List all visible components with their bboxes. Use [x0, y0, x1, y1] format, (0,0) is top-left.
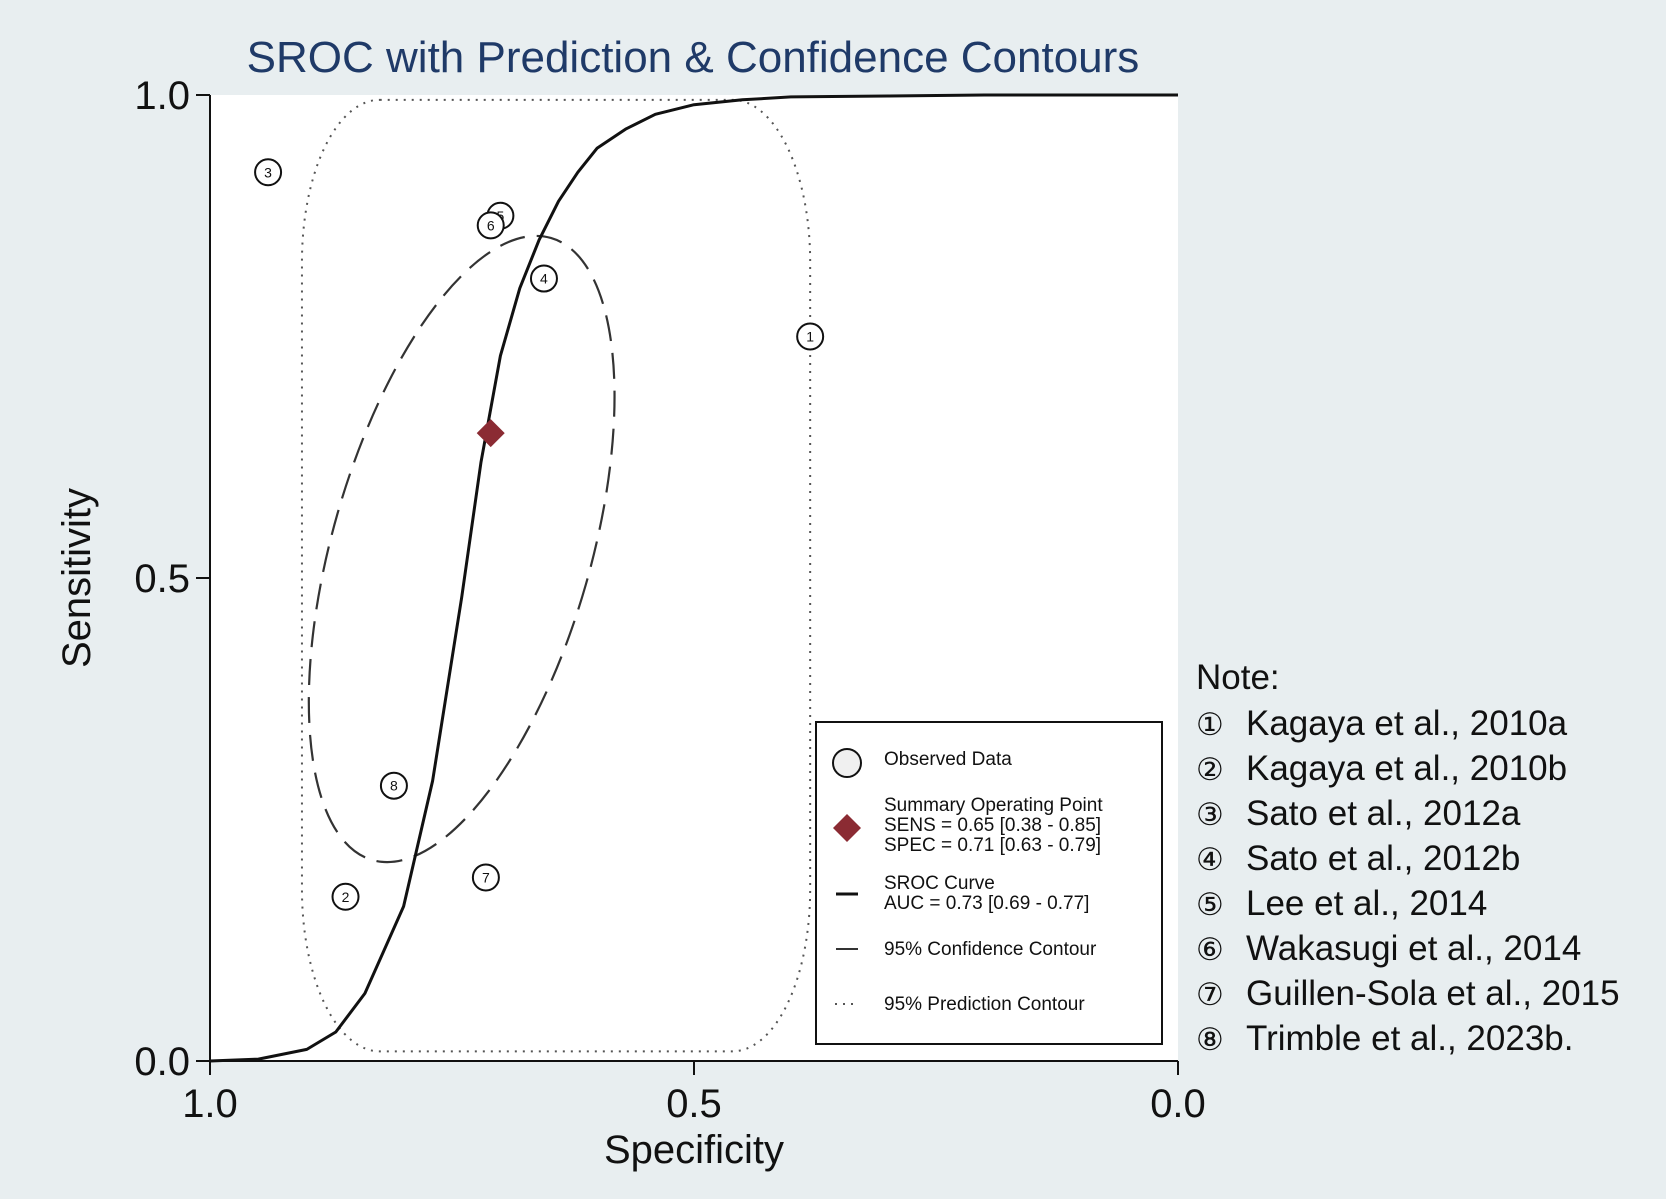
note-number: ②	[1196, 752, 1224, 788]
y-tick-label: 1.0	[134, 74, 190, 118]
prediction-contour	[300, 98, 812, 1053]
summary-operating-point	[476, 419, 505, 448]
legend-text: SPEC = 0.71 [0.63 - 0.79]	[884, 835, 1101, 856]
note-number: ⑤	[1196, 887, 1224, 923]
note-text: Sato et al., 2012a	[1246, 794, 1521, 833]
observed-point-label: 2	[342, 889, 350, 905]
note-item: ④ Sato et al., 2012b	[1196, 837, 1620, 882]
y-tick-label: 0.5	[134, 557, 190, 601]
note-number: ③	[1196, 797, 1224, 833]
note-number: ⑦	[1196, 977, 1224, 1013]
observed-point-label: 4	[540, 271, 548, 287]
x-axis-label: Specificity	[604, 1128, 784, 1172]
legend: Observed Data Summary Operating PointSENS…	[815, 721, 1163, 1045]
observed-point-4: 4	[529, 264, 558, 293]
observed-point-3: 3	[254, 158, 283, 187]
note-text: Kagaya et al., 2010a	[1246, 704, 1568, 743]
observed-point-6: 6	[476, 211, 505, 240]
y-axis-label: Sensitivity	[55, 488, 99, 668]
note-item: ⑤ Lee et al., 2014	[1196, 882, 1620, 927]
legend-text: Summary Operating Point	[884, 795, 1103, 816]
prediction-contour-line	[300, 98, 812, 1053]
sroc-curve-line	[209, 93, 1178, 1063]
y-tick-label: 0.0	[134, 1040, 190, 1084]
legend-text: AUC = 0.73 [0.69 - 0.77]	[884, 893, 1089, 914]
axis-ticks: 1.0 0.5 0.0 0.0 0.5 1.0	[134, 74, 1205, 1126]
sroc-curve	[209, 93, 1178, 1063]
note-text: Guillen-Sola et al., 2015	[1246, 974, 1620, 1013]
study-note: Note: ① Kagaya et al., 2010a ② Kagaya et al…	[1196, 658, 1620, 1062]
note-item: ⑥ Wakasugi et al., 2014	[1196, 927, 1620, 972]
note-item: ① Kagaya et al., 2010a	[1196, 702, 1620, 747]
note-item: ⑧ Trimble et al., 2023b.	[1196, 1017, 1620, 1062]
x-tick-label: 0.5	[666, 1082, 722, 1126]
note-item: ③ Sato et al., 2012a	[1196, 792, 1620, 837]
legend-summary-icon	[833, 814, 861, 842]
observed-point-8: 8	[379, 771, 408, 800]
legend-observed-icon	[832, 748, 862, 778]
observed-point-label: 7	[482, 869, 490, 885]
confidence-contour-line	[307, 234, 616, 864]
observed-point-label: 1	[806, 329, 814, 345]
note-item: ② Kagaya et al., 2010b	[1196, 747, 1620, 792]
chart-title: SROC with Prediction & Confidence Contou…	[247, 33, 1140, 82]
legend-text: SROC Curve	[884, 873, 995, 894]
note-title: Note:	[1196, 658, 1280, 697]
note-text: Wakasugi et al., 2014	[1246, 929, 1582, 968]
legend-text: Observed Data	[884, 749, 1012, 770]
note-number: ①	[1196, 707, 1224, 743]
note-text: Kagaya et al., 2010b	[1246, 749, 1568, 788]
observed-point-1: 1	[796, 322, 825, 351]
summary-point	[476, 419, 505, 448]
note-text: Sato et al., 2012b	[1246, 839, 1521, 878]
legend-box	[815, 721, 1163, 1045]
observed-points: 12345678	[254, 158, 825, 911]
note-text: Trimble et al., 2023b.	[1246, 1019, 1574, 1058]
note-number: ⑥	[1196, 932, 1224, 968]
observed-point-label: 8	[390, 778, 398, 794]
x-tick-label: 1.0	[182, 1082, 238, 1126]
observed-point-7: 7	[471, 863, 500, 892]
confidence-contour	[307, 234, 616, 864]
note-list: ① Kagaya et al., 2010a ② Kagaya et al., 201…	[1196, 702, 1620, 1062]
note-item: ⑦ Guillen-Sola et al., 2015	[1196, 972, 1620, 1017]
observed-point-2: 2	[331, 882, 360, 911]
note-text: Lee et al., 2014	[1246, 884, 1488, 923]
note-number: ⑧	[1196, 1022, 1224, 1058]
note-number: ④	[1196, 842, 1224, 878]
legend-text: 95% Confidence Contour	[884, 939, 1097, 960]
legend-text: 95% Prediction Contour	[884, 994, 1085, 1015]
x-tick-label: 0.0	[1150, 1082, 1206, 1126]
observed-point-label: 3	[264, 164, 272, 180]
legend-text: SENS = 0.65 [0.38 - 0.85]	[884, 815, 1101, 836]
observed-point-label: 6	[487, 217, 495, 233]
